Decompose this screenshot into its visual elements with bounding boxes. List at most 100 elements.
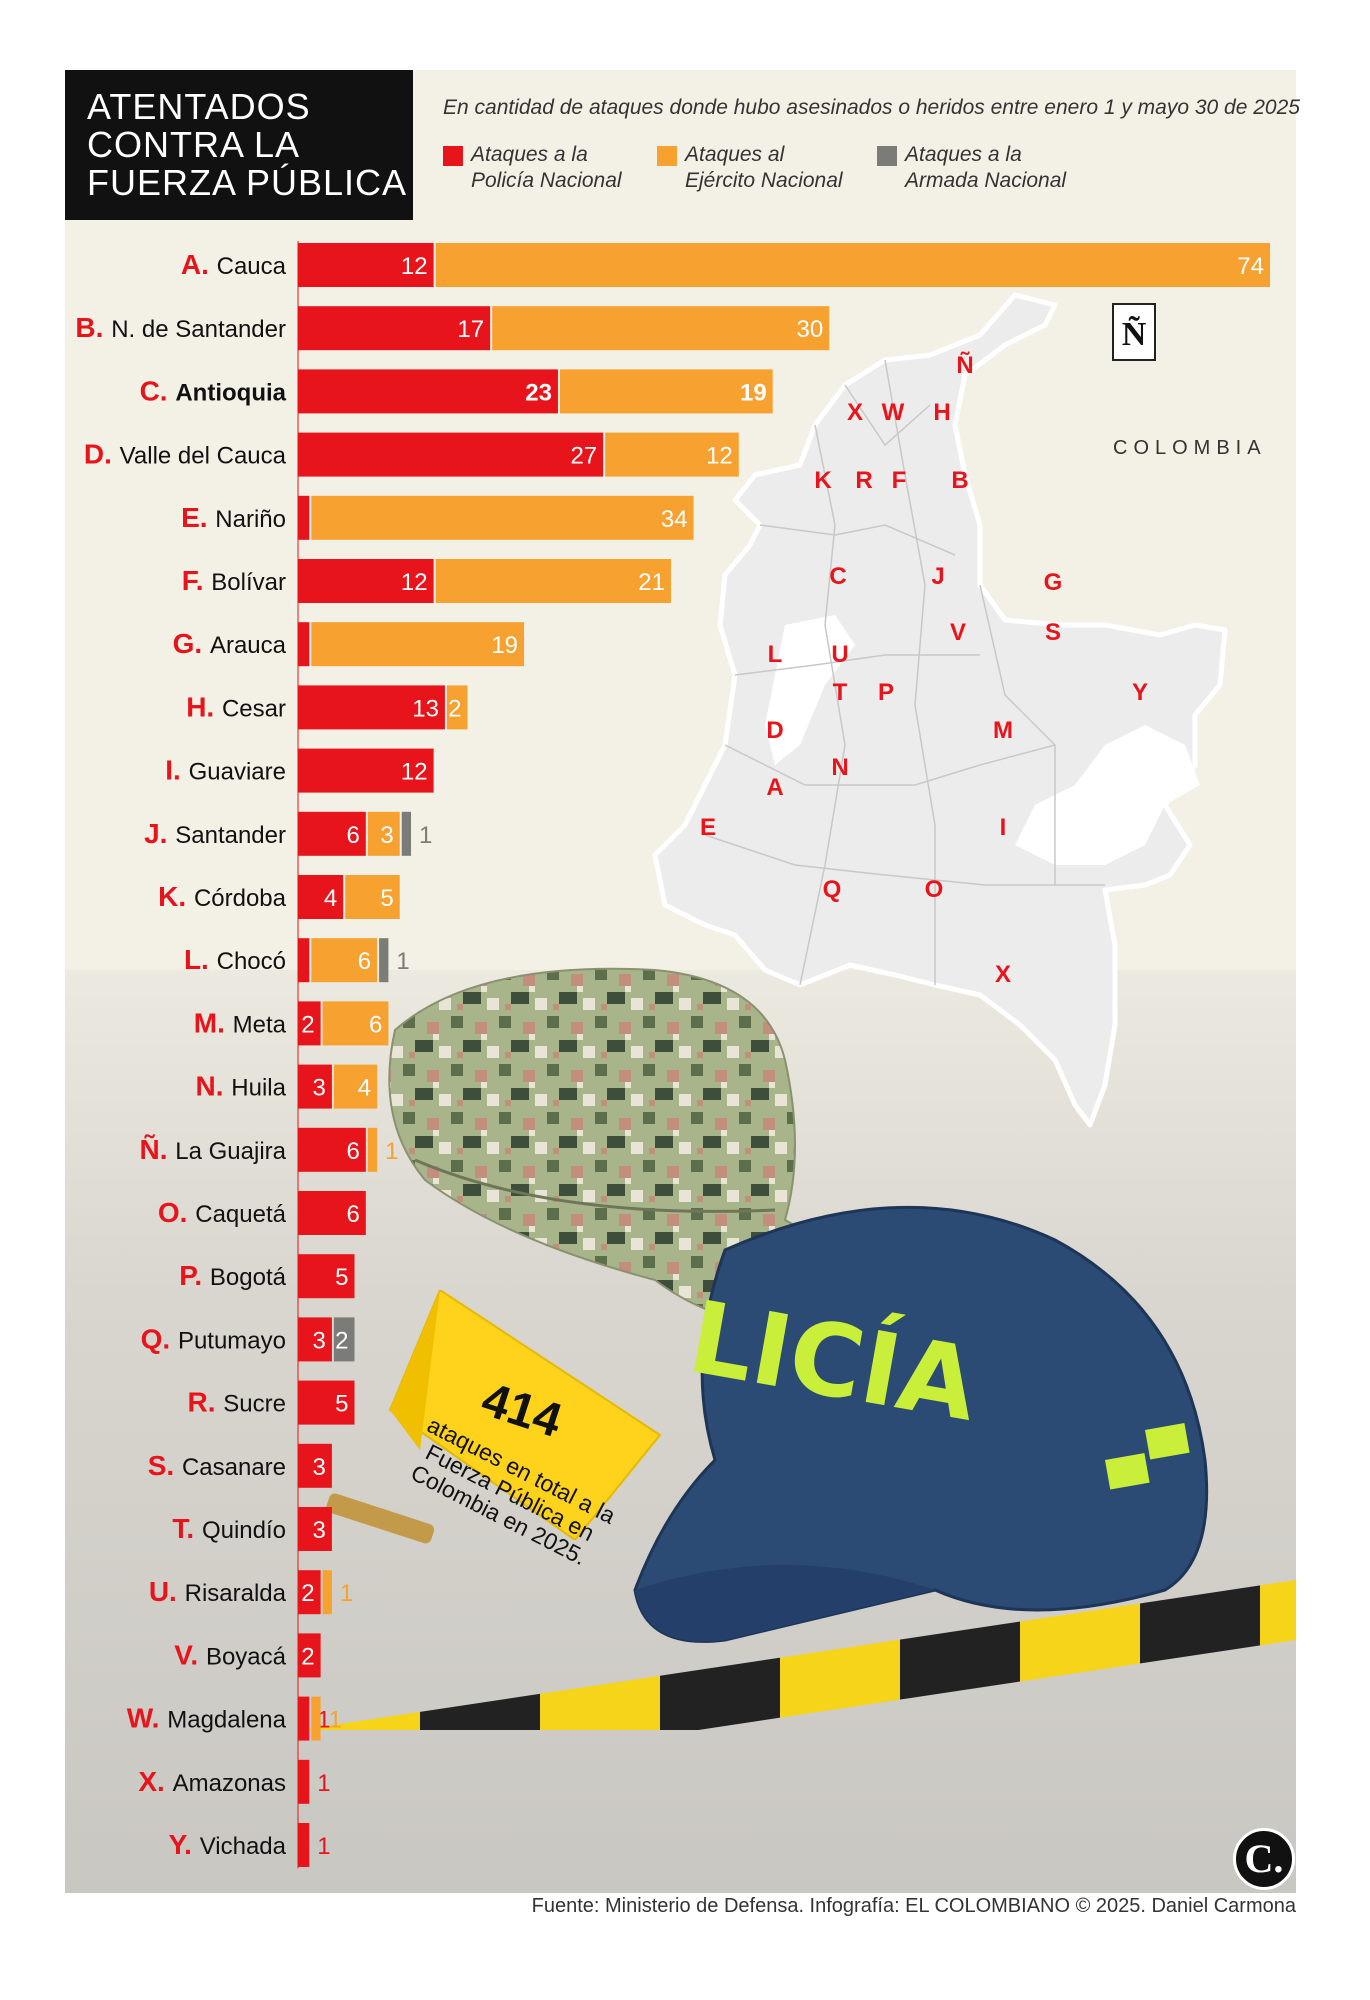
data-label: 5	[335, 1264, 348, 1291]
legend-label-ejercito: Ataques al Ejército Nacional	[685, 143, 843, 192]
data-label: 1	[317, 1770, 330, 1797]
map-label: X	[847, 399, 863, 426]
compass-icon: Ñ	[1112, 303, 1156, 361]
bar-segment	[311, 938, 378, 983]
bar-segment	[333, 1317, 355, 1362]
bar-segment	[298, 622, 310, 667]
data-label: 27	[570, 443, 597, 470]
data-label: 6	[346, 1201, 359, 1228]
category-name: La Guajira	[175, 1138, 286, 1165]
data-label: 17	[457, 316, 484, 343]
category-label: B. N. de Santander	[75, 312, 286, 343]
colombia-map	[652, 292, 1228, 1128]
category-label: M. Meta	[194, 1007, 287, 1038]
category-letter: N.	[196, 1071, 232, 1102]
category-letter: Ñ.	[139, 1134, 175, 1165]
data-label: 1	[317, 1707, 330, 1734]
map-label: M	[993, 717, 1013, 744]
map-label: X	[995, 961, 1011, 988]
bar-segment	[298, 495, 310, 540]
bar-segment	[298, 1317, 332, 1362]
source-credit: Fuente: Ministerio de Defensa. Infografí…	[531, 1895, 1296, 1917]
bar-segment	[379, 938, 389, 983]
category-name: Nariño	[215, 506, 286, 533]
category-name: Valle del Cauca	[120, 443, 287, 470]
data-label: 2	[335, 1327, 348, 1354]
bar-segment	[298, 559, 434, 603]
bar-segment	[298, 938, 310, 983]
map-label: Y	[1132, 679, 1148, 706]
title-line-3: FUERZA PÚBLICA	[87, 162, 408, 203]
category-label: G. Arauca	[173, 628, 287, 659]
bar-segment	[298, 1254, 355, 1299]
data-label: 5	[335, 1391, 348, 1418]
category-label: P. Bogotá	[179, 1260, 286, 1291]
data-label: 6	[346, 1138, 359, 1165]
map-label: H	[933, 399, 950, 426]
category-label: K. Córdoba	[158, 881, 286, 912]
category-letter: Q.	[141, 1323, 178, 1354]
bar-segment	[298, 748, 434, 793]
category-name: Amazonas	[173, 1770, 286, 1797]
colombia-outline	[652, 292, 1228, 1128]
category-name: Sucre	[223, 1391, 286, 1418]
category-label: H. Cesar	[186, 691, 286, 722]
bar-segment	[322, 1001, 389, 1046]
category-name: Boyacá	[206, 1643, 287, 1670]
bar-segment	[298, 306, 491, 351]
data-label: 2	[301, 1011, 314, 1038]
map-label: N	[831, 754, 848, 781]
category-letter: X.	[138, 1766, 172, 1797]
category-label: C. Antioquia	[140, 375, 287, 406]
category-letter: J.	[144, 818, 175, 849]
category-letter: P.	[179, 1260, 210, 1291]
data-label: 3	[313, 1454, 326, 1481]
map-label: G	[1044, 569, 1063, 596]
data-label: 19	[491, 632, 518, 659]
category-letter: C.	[140, 375, 176, 406]
bar-segment	[298, 1001, 321, 1046]
data-label: 1	[396, 948, 409, 975]
category-label: O. Caquetá	[158, 1197, 287, 1228]
data-label: 3	[313, 1327, 326, 1354]
tent-card	[388, 1290, 662, 1540]
category-letter: V.	[174, 1639, 206, 1670]
map-label: O	[925, 876, 944, 903]
category-label: E. Nariño	[181, 502, 286, 533]
category-name: Bolívar	[211, 569, 286, 596]
legend-swatch-policia	[443, 146, 463, 166]
data-label: 2	[448, 695, 461, 722]
map-label: L	[768, 641, 783, 668]
category-name: Casanare	[182, 1454, 286, 1481]
map-label: E	[700, 814, 716, 841]
category-name: Bogotá	[210, 1264, 287, 1291]
category-label: D. Valle del Cauca	[84, 439, 287, 470]
data-label: 4	[324, 885, 337, 912]
category-letter: G.	[173, 628, 210, 659]
bar-segment	[559, 369, 773, 414]
category-letter: F.	[182, 565, 212, 596]
category-label: V. Boyacá	[174, 1639, 286, 1670]
bar-segment	[298, 1759, 310, 1804]
bar-segment	[311, 495, 694, 540]
category-label: W. Magdalena	[127, 1703, 287, 1734]
data-label: 6	[346, 822, 359, 849]
category-letter: M.	[194, 1007, 233, 1038]
bar-segment	[298, 1443, 332, 1488]
title-line-1: ATENTADOS	[87, 86, 311, 127]
title-line-2: CONTRA LA	[87, 124, 301, 165]
data-label: 3	[313, 1517, 326, 1544]
category-letter: A.	[181, 249, 217, 280]
data-label: 6	[369, 1011, 382, 1038]
bar-segment	[298, 1823, 310, 1867]
data-label: 3	[313, 1075, 326, 1102]
bar-segment	[298, 1064, 332, 1109]
bar-segment	[367, 1127, 378, 1172]
bar-segment	[492, 306, 830, 351]
map-label: P	[878, 679, 894, 706]
data-label: 1	[385, 1138, 398, 1165]
el-colombiano-logo: C.	[1233, 1828, 1295, 1890]
legend-swatch-ejercito	[657, 146, 677, 166]
caution-tape	[300, 1580, 1296, 1730]
category-label: R. Sucre	[188, 1387, 286, 1418]
